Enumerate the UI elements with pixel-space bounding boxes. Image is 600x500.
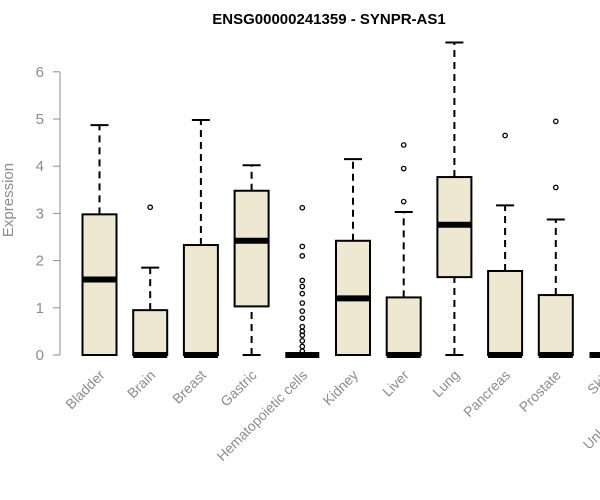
box-5 [285,204,320,358]
y-tick-label: 2 [36,253,44,270]
box-rect [132,309,169,357]
outlier-point [299,323,306,330]
outlier-point [299,290,306,297]
box-rect [233,189,270,308]
box-rect [487,269,524,357]
outlier-point [400,165,407,172]
box-8 [436,41,473,356]
y-tick-label: 6 [36,64,44,81]
x-tick-label: Skin [584,367,600,398]
x-tick-label: Bladder [62,367,108,413]
x-tick-label: Brain [124,367,158,401]
y-axis: 0 1 2 3 4 5 6 [36,64,61,364]
x-tick-label: Breast [169,367,209,407]
box-11 [589,352,600,358]
y-tick-label: 5 [36,111,44,128]
outlier-point [552,184,559,191]
x-tick-label: Gastric [217,367,260,410]
x-tick-label: Liver [379,367,412,400]
outlier-point [299,343,306,350]
box-6 [335,158,371,356]
outlier-point [502,132,508,139]
y-tick-label: 0 [36,347,44,364]
box-1 [81,124,118,356]
box-2 [132,204,169,358]
y-axis-label: Expression [0,163,17,237]
box-rect [182,244,219,356]
x-tick-label: Pancreas [460,367,513,420]
x-tick-label: Hematopoietic cells [213,367,310,464]
box-7 [385,142,422,358]
outlier-point [299,277,306,284]
y-tick-label: 3 [36,205,44,222]
outlier-point [299,204,306,211]
box-10 [537,118,574,358]
y-tick-label: 1 [36,300,44,317]
y-tick-label: 4 [36,158,44,175]
box-3 [182,118,219,358]
x-tick-label: Prostate [516,367,564,415]
outlier-point [147,204,154,211]
outlier-point [400,198,407,205]
outlier-point [299,253,306,259]
box-plots [81,41,600,358]
outlier-point [400,142,407,148]
x-tick-label: Kidney [320,367,362,409]
box-rect [81,213,118,356]
outlier-point [299,300,306,306]
box-9 [487,132,524,358]
outlier-point [552,118,559,125]
outlier-point [299,308,306,314]
chart-title: ENSG00000241359 - SYNPR-AS1 [212,11,445,28]
box-rect [537,294,574,356]
outlier-point [299,243,306,250]
box-rect [385,296,422,356]
outlier-point [299,337,306,344]
box-4 [233,164,270,356]
x-tick-label: Lung [429,367,462,400]
outlier-point [299,283,306,290]
outlier-point [299,315,306,322]
